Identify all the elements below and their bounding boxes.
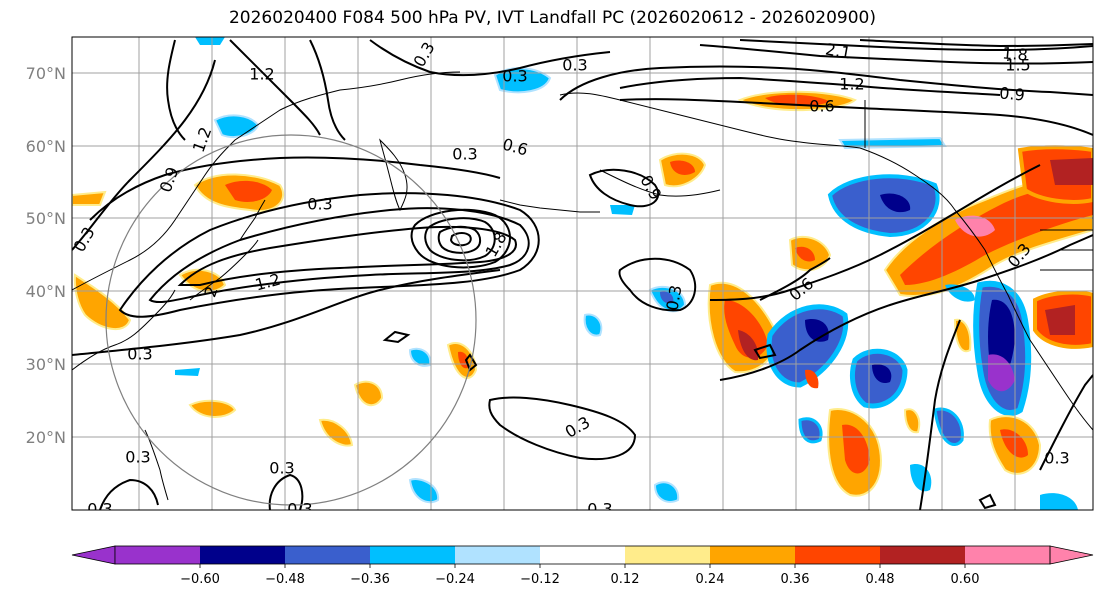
colorbar-segment — [625, 546, 711, 564]
contour-label: 0.3 — [269, 459, 294, 478]
contour-label: 0.3 — [452, 145, 477, 164]
colorbar-tick-label: 0.60 — [951, 572, 980, 587]
lat-label: 20°N — [26, 428, 66, 447]
lat-label: 40°N — [26, 282, 66, 301]
contour-label: 0.6 — [809, 97, 834, 116]
lon-label: 120°W — [988, 519, 1043, 520]
colorbar-tick-label: 0.48 — [866, 572, 895, 587]
colorbar-tick-label: −0.12 — [520, 572, 560, 587]
contour-label: 0.3 — [1044, 449, 1069, 468]
contour-label: 0.9 — [999, 83, 1026, 104]
colorbar-segment — [200, 546, 286, 564]
pv-contours — [72, 39, 1093, 510]
lon-label: 130°E — [188, 519, 237, 520]
lon-label: 170°W — [623, 519, 678, 520]
colorbar-tick-label: 0.12 — [611, 572, 640, 587]
contour-label: 1.2 — [249, 65, 274, 84]
graticule — [72, 37, 1093, 510]
contour-label: 1.2 — [839, 75, 864, 94]
pv-shading-layer — [72, 37, 1093, 510]
coastlines — [72, 71, 1093, 501]
range-circle — [105, 134, 477, 506]
lon-label: 150°E — [334, 519, 383, 520]
colorbar-segment — [370, 546, 456, 564]
contour-label: 0.3 — [127, 345, 152, 364]
lon-label: 170°E — [480, 519, 529, 520]
contour-label: 0.3 — [502, 67, 527, 86]
longitude-labels: 120°E 130°E 140°E 150°E 160°E 170°E 180°W 170°W… — [115, 519, 1043, 520]
lon-label: 150°W — [769, 519, 824, 520]
contour-label: 0.3 — [662, 284, 685, 312]
contour-label-layer: 0.30.31.21.20.90.30.32.1 1.81.51.2 0.90.60… — [72, 39, 1070, 519]
contour-label: 1.8 — [1002, 43, 1029, 64]
lon-label: 160°W — [696, 519, 751, 520]
colorbar-segment — [880, 546, 966, 564]
colorbar-tick-label: 0.24 — [696, 572, 725, 587]
contour-label: 1.5 — [1005, 56, 1030, 75]
lon-label: 140°E — [261, 519, 310, 520]
colorbar-segment — [540, 546, 626, 564]
lat-label: 70°N — [26, 64, 66, 83]
colorbar-segment — [285, 546, 371, 564]
plot-frame — [71, 36, 1094, 511]
contour-label: 0.3 — [125, 448, 150, 467]
colorbar-segment — [115, 546, 201, 564]
lon-label: 120°E — [115, 519, 164, 520]
colorbar-tick-label: −0.48 — [265, 572, 305, 587]
colorbar-frame — [114, 545, 1051, 565]
contour-label: 0.3 — [307, 195, 332, 214]
lon-label: 160°E — [407, 519, 456, 520]
colorbar-segment — [795, 546, 881, 564]
colorbar-tick-label: −0.24 — [435, 572, 475, 587]
colorbar-segment — [965, 546, 1051, 564]
contour-label: 0.3 — [562, 56, 587, 75]
contour-label: 0.3 — [87, 500, 112, 519]
colorbar-segment — [710, 546, 796, 564]
lon-label: 180°W — [550, 519, 605, 520]
colorbar-under-extend — [71, 545, 116, 565]
colorbar-tick-label: −0.36 — [350, 572, 390, 587]
colorbar-over-extend — [1049, 545, 1094, 565]
latitude-labels: 70°N 60°N 50°N 40°N 30°N 20°N — [26, 64, 66, 447]
colorbar-tick-label: −0.60 — [180, 572, 220, 587]
contour-label: 0.3 — [287, 500, 312, 519]
colorbar-tick-label: 0.36 — [781, 572, 810, 587]
lat-label: 60°N — [26, 137, 66, 156]
lon-label: 130°W — [915, 519, 970, 520]
contour-label: 0.3 — [587, 500, 612, 519]
lat-label: 30°N — [26, 355, 66, 374]
map-title: 2026020400 F084 500 hPa PV, IVT Landfall… — [228, 8, 876, 28]
colorbar-segment — [455, 546, 541, 564]
contour-label: 2.1 — [824, 39, 852, 62]
lon-label: 140°W — [842, 519, 897, 520]
map-panel: 0.30.31.21.20.90.30.32.1 1.81.51.2 0.90.60… — [26, 36, 1094, 520]
lat-label: 50°N — [26, 209, 66, 228]
